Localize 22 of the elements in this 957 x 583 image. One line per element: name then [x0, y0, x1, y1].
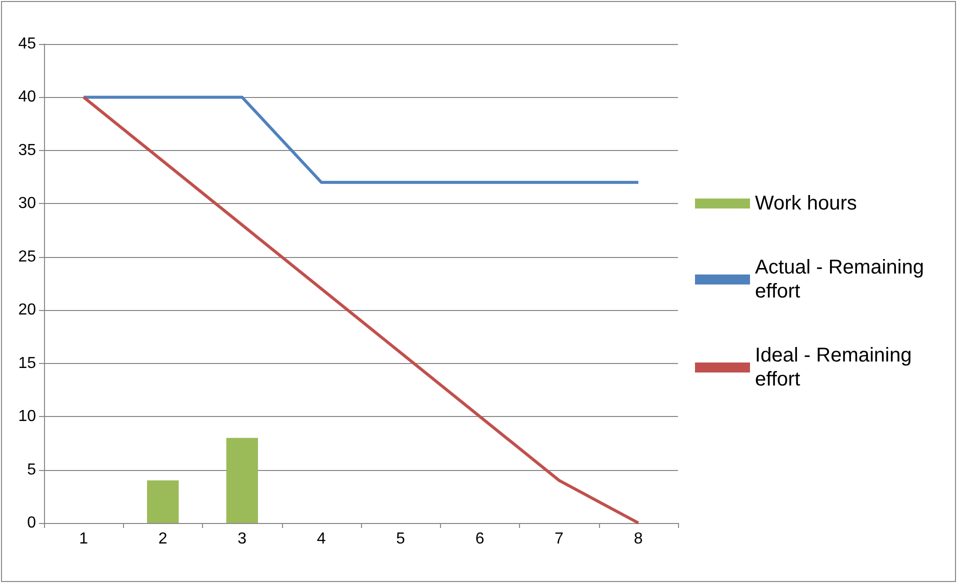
x-tick-label: 3 — [238, 530, 247, 548]
line-series — [82, 96, 640, 524]
y-tick-label: 30 — [18, 195, 36, 212]
y-tick-label: 15 — [18, 354, 36, 372]
x-tick-label: 8 — [634, 530, 643, 548]
x-tick-label: 1 — [79, 530, 88, 548]
legend-label: Work hours — [755, 192, 857, 214]
x-tick-label: 5 — [396, 530, 406, 548]
y-tick-label: 0 — [27, 514, 36, 532]
y-tick-label: 25 — [18, 248, 36, 266]
x-tick-label: 7 — [554, 530, 564, 548]
y-tick-label: 10 — [18, 408, 36, 426]
legend-label: Actual - Remaining effort — [755, 256, 930, 302]
y-tick-label: 5 — [27, 461, 36, 478]
x-tick-label: 6 — [475, 530, 484, 548]
y-tick-label: 20 — [18, 302, 36, 319]
x-tick-label: 2 — [158, 530, 168, 548]
x-tick-label: 4 — [316, 530, 326, 548]
y-tick-label: 45 — [18, 36, 36, 52]
legend-label: Ideal - Remaining effort — [755, 344, 918, 390]
y-tick-label: 40 — [18, 88, 36, 106]
y-tick-label: 35 — [18, 142, 36, 159]
